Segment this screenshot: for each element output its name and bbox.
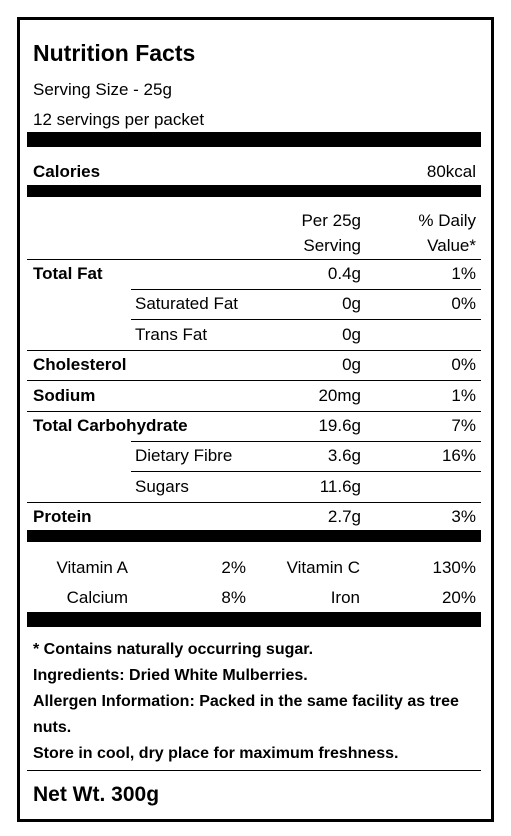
divider	[27, 185, 481, 197]
nutrient-amount: 2.7g	[327, 507, 361, 527]
footnote: Allergen Information: Packed in the same…	[33, 693, 459, 736]
nutrient-amount: 0g	[342, 324, 361, 344]
nutrient-name: Protein	[33, 507, 92, 527]
dv-header: % Daily	[418, 211, 476, 230]
rule	[131, 471, 481, 472]
nutrient-dv: 16%	[441, 446, 476, 466]
nutrient-name: Saturated Fat	[135, 294, 239, 314]
divider	[27, 132, 481, 147]
net-weight: Net Wt. 300g	[33, 783, 160, 806]
nutrient-name: Cholesterol	[33, 355, 127, 375]
divider	[27, 612, 481, 627]
nutrient-amount: 3.6g	[327, 446, 361, 466]
rule	[27, 380, 481, 381]
nutrient-dv: 1%	[451, 385, 476, 405]
vitamin-value: 8%	[221, 588, 246, 607]
nutrient-name: Total Fat	[33, 264, 103, 283]
amount-header: Per 25g	[301, 211, 361, 230]
calories-value: 80kcal	[426, 162, 476, 181]
vitamin-value: 130%	[432, 558, 476, 577]
vitamin-value: 20%	[441, 588, 476, 607]
nutrient-amount: 0g	[342, 294, 361, 314]
nutrient-amount: 11.6g	[319, 476, 361, 496]
rule	[131, 319, 481, 320]
nutrient-name: Sugars	[135, 476, 189, 496]
footnote: Ingredients: Dried White Mulberries.	[33, 667, 308, 684]
amount-header: Serving	[303, 236, 361, 255]
nutrient-name: Dietary Fibre	[135, 446, 233, 466]
nutrient-dv: 3%	[451, 507, 476, 527]
rule	[27, 350, 481, 351]
nutrient-dv: 0%	[451, 355, 476, 375]
rule	[27, 502, 481, 503]
rule	[27, 411, 481, 412]
nutrient-dv: 0%	[451, 294, 476, 314]
rule	[131, 289, 481, 290]
servings: 12 servings per packet	[33, 110, 205, 129]
nutrient-dv: 1%	[451, 264, 476, 283]
divider	[27, 530, 481, 542]
vitamin-name: Vitamin A	[56, 558, 128, 577]
nutrient-amount: 19.6g	[318, 416, 361, 435]
nutrient-dv: 7%	[451, 416, 476, 435]
rule	[131, 441, 481, 442]
vitamin-name: Calcium	[66, 588, 128, 607]
vitamin-name: Iron	[330, 588, 360, 607]
rule	[27, 770, 481, 771]
title: Nutrition Facts	[33, 40, 196, 66]
footnote: * Contains naturally occurring sugar.	[33, 641, 314, 658]
calories-label: Calories	[33, 162, 101, 181]
nutrient-amount: 20mg	[318, 385, 361, 405]
rule	[27, 259, 481, 260]
nutrient-name: Total Carbohydrate	[33, 416, 188, 435]
nutrient-name: Trans Fat	[135, 324, 208, 344]
nutrient-amount: 0.4g	[327, 264, 361, 283]
vitamin-value: 2%	[221, 558, 246, 577]
dv-header: Value*	[427, 236, 476, 255]
nutrient-amount: 0g	[342, 355, 361, 375]
vitamin-name: Vitamin C	[286, 558, 360, 577]
frame	[17, 17, 494, 822]
footnote: Store in cool, dry place for maximum fre…	[33, 745, 399, 762]
serving-size: Serving Size - 25g	[33, 80, 172, 99]
nutrient-name: Sodium	[33, 385, 96, 405]
